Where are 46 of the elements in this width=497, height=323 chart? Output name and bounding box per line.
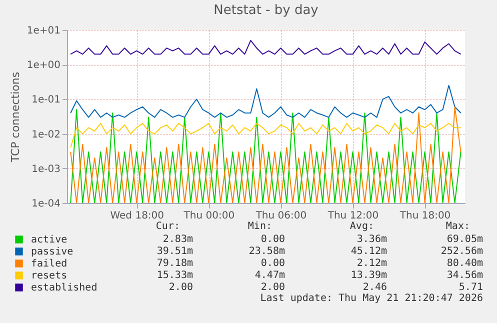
text: 34.56m <box>446 270 483 282</box>
text: 252.56m <box>440 246 483 258</box>
text: 39.51m <box>156 246 193 258</box>
text: 0.00 <box>260 234 285 246</box>
text: 2.83m <box>162 234 193 246</box>
y-tick-label: 1e-03 <box>32 164 60 175</box>
y-tick-label: 1e-02 <box>32 129 60 140</box>
text: 2.00 <box>168 282 193 294</box>
y-tick-label: 1e+00 <box>26 60 60 72</box>
text: 80.40m <box>446 258 483 270</box>
text: 0.00 <box>260 258 285 270</box>
legend-label: resets <box>31 270 68 282</box>
line-series <box>70 84 462 118</box>
line-series <box>70 40 462 55</box>
text: Avg: <box>350 221 374 233</box>
x-tick-label: Thu 00:00 <box>182 210 235 222</box>
y-tick-label: 1e+01 <box>26 26 60 36</box>
chart-title: Netstat - by day <box>214 3 319 18</box>
x-tick-label: Thu 18:00 <box>398 210 451 222</box>
legend-label: failed <box>31 258 68 270</box>
text: 5.71 <box>458 282 483 294</box>
text: 45.12m <box>350 246 387 258</box>
text: 2.12m <box>356 258 387 270</box>
text: Last update: Thu May 21 21:20:47 2026 <box>260 293 483 305</box>
text: Max: <box>446 221 470 233</box>
text: Cur: <box>156 221 180 233</box>
legend-label: active <box>31 234 68 246</box>
text: 2.46 <box>362 282 387 294</box>
text: 79.18m <box>156 258 193 270</box>
x-tick-label: Wed 18:00 <box>110 210 164 222</box>
x-tick-label: Thu 06:00 <box>254 210 307 222</box>
legend-label: established <box>31 282 98 294</box>
text: 13.39m <box>350 270 387 282</box>
text: 69.05m <box>446 234 483 246</box>
x-tick-label: Thu 12:00 <box>326 210 379 222</box>
text: 3.36m <box>356 234 387 246</box>
y-tick-label: 1e-01 <box>32 94 60 106</box>
text: Min: <box>248 221 272 233</box>
y-axis-title: TCP connections <box>8 72 22 164</box>
text: 2.00 <box>260 282 285 294</box>
text: 23.58m <box>248 246 285 258</box>
text: 4.47m <box>254 270 285 282</box>
line-series <box>70 122 462 148</box>
legend-label: passive <box>31 246 74 258</box>
y-tick-label: 1e-04 <box>32 198 60 210</box>
text: 15.33m <box>156 270 193 282</box>
